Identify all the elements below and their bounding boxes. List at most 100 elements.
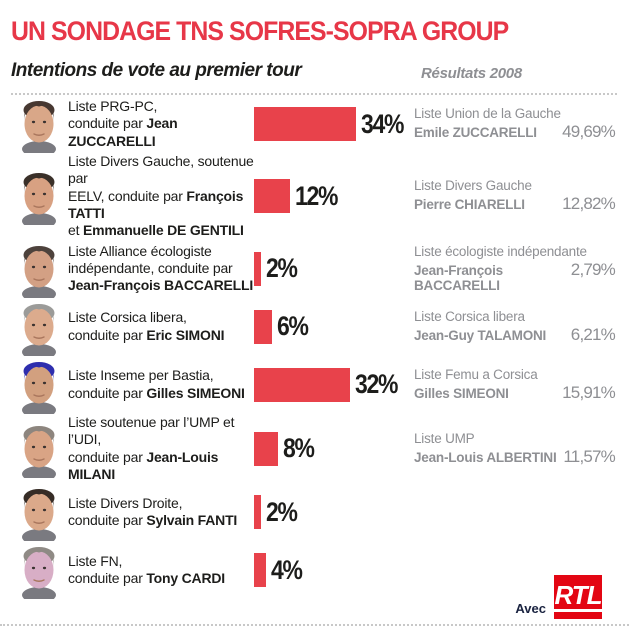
description-text: EELV, conduite par: [68, 187, 187, 204]
description-line: conduite par Gilles SIMEONI: [68, 385, 254, 402]
candidate-photo: [0, 541, 68, 600]
bar-zone: 6%: [254, 309, 414, 344]
poll-row: Liste FN, conduite par Tony CARDI 4%: [0, 541, 629, 600]
result-candidate-name: Emile ZUCCARELLI: [414, 125, 537, 140]
result-percentage: 12,82%: [562, 194, 616, 214]
description-line: Liste Corsica libera,: [68, 309, 254, 326]
vote-percentage: 34%: [361, 108, 404, 139]
poll-row: Liste Divers Droite, conduite par Sylvain…: [0, 483, 629, 542]
bar-zone: 12%: [254, 179, 414, 214]
result-percentage: 6,21%: [570, 324, 616, 344]
result-2008: Liste Union de la Gauche Emile ZUCCARELLI…: [414, 106, 629, 142]
description-line: Liste soutenue par l’UMP et l’UDI,: [68, 414, 254, 449]
candidate-description: Liste Corsica libera, conduite par Eric S…: [68, 309, 254, 344]
result-name-value-line: Jean-Louis ALBERTINI 11,57%: [414, 447, 616, 467]
portrait-photo-icon: [22, 361, 56, 414]
vote-bar: [254, 431, 278, 466]
description-text: Liste Divers Gauche, soutenue par: [68, 153, 254, 187]
description-text: Liste Corsica libera,: [68, 309, 187, 326]
description-text: indépendante, conduite par: [68, 260, 233, 277]
candidate-name: Tony CARDI: [146, 570, 225, 587]
description-line: Liste FN,: [68, 553, 254, 570]
candidate-name: François TATTI: [68, 187, 244, 222]
result-name-value-line: Jean-Guy TALAMONI 6,21%: [414, 324, 616, 345]
vote-percentage: 2%: [266, 253, 298, 284]
result-list-label: Liste Corsica libera: [414, 308, 525, 324]
candidate-photo: [0, 420, 68, 478]
candidate-description: Liste Divers Droite, conduite par Sylvain…: [68, 495, 254, 530]
candidate-name: Jean-François BACCARELLI: [68, 277, 254, 294]
vote-percentage: 8%: [283, 433, 315, 464]
candidate-photo: [0, 167, 68, 226]
vote-bar: [254, 251, 261, 286]
candidate-description: Liste soutenue par l’UMP et l’UDI, condui…: [68, 414, 254, 483]
description-line: conduite par Jean-Louis MILANI: [68, 449, 254, 484]
candidate-description: Liste Inseme per Bastia, conduite par Gil…: [68, 367, 254, 402]
subtitle-row: Intentions de vote au premier tour Résul…: [11, 60, 617, 95]
result-candidate-name: Jean-François BACCARELLI: [414, 263, 503, 294]
portrait-photo-icon: [22, 425, 56, 478]
candidate-name: Emmanuelle DE GENTILI: [82, 222, 244, 239]
vote-percentage: 12%: [295, 180, 338, 211]
description-text: conduite par: [68, 512, 147, 529]
candidate-name: Eric SIMONI: [146, 326, 225, 343]
description-line: Liste Divers Gauche, soutenue par: [68, 153, 254, 188]
description-line: et Emmanuelle DE GENTILI: [68, 222, 254, 239]
bar-zone: 34%: [254, 107, 414, 141]
candidate-photo: [0, 240, 68, 298]
description-text: Liste soutenue par l’UMP et l’UDI,: [68, 413, 235, 448]
vote-bar: [254, 553, 266, 588]
candidate-name: Jean ZUCCARELLI: [68, 115, 178, 149]
result-percentage: 15,91%: [562, 382, 616, 402]
candidate-name: Gilles SIMEONI: [146, 384, 245, 401]
vote-bar: [254, 367, 350, 402]
vote-bar: [254, 179, 290, 214]
result-percentage: 2,79%: [570, 260, 616, 280]
result-name-value-line: Gilles SIMEONI 15,91%: [414, 382, 616, 403]
result-2008: Liste écologiste indépendante Jean-Franço…: [414, 244, 629, 293]
candidate-photo: [0, 483, 68, 542]
poll-row: Liste PRG-PC, conduite par Jean ZUCCARELL…: [0, 95, 629, 153]
vote-bar: [254, 495, 261, 530]
header: UN SONDAGE TNS SOFRES-SOPRA GROUP Intent…: [0, 0, 629, 95]
description-line: Jean-François BACCARELLI: [68, 277, 254, 294]
result-list-label: Liste Femu a Corsica: [414, 366, 538, 382]
description-line: EELV, conduite par François TATTI: [68, 188, 254, 223]
poll-row: Liste Corsica libera, conduite par Eric S…: [0, 298, 629, 356]
description-text: Liste FN,: [68, 552, 123, 569]
footer: Avec RTL: [515, 575, 603, 619]
result-2008: Liste UMP Jean-Louis ALBERTINI 11,57%: [414, 431, 629, 467]
result-2008: Liste Divers Gauche Pierre CHIARELLI 12,82…: [414, 178, 629, 214]
description-line: Liste Divers Droite,: [68, 495, 254, 512]
description-text: Liste PRG-PC,: [68, 97, 158, 114]
subtitle-intentions: Intentions de vote au premier tour: [11, 60, 302, 81]
description-text: et: [68, 222, 83, 239]
subtitle-resultats-2008: Résultats 2008: [421, 65, 522, 82]
description-line: conduite par Tony CARDI: [68, 570, 254, 587]
description-line: Liste PRG-PC,: [68, 98, 254, 115]
bar-zone: 32%: [254, 367, 414, 402]
bar-zone: 4%: [254, 553, 414, 588]
poll-row: Liste Inseme per Bastia, conduite par Gil…: [0, 356, 629, 414]
page-title: UN SONDAGE TNS SOFRES-SOPRA GROUP: [11, 16, 509, 46]
portrait-photo-icon: [22, 101, 56, 153]
candidate-photo: [0, 356, 68, 414]
result-list-label: Liste UMP: [414, 430, 475, 446]
description-text: Liste Alliance écologiste: [68, 242, 212, 259]
rtl-logo-icon: RTL: [553, 575, 603, 619]
description-text: conduite par: [68, 384, 147, 401]
candidate-description: Liste Alliance écologiste indépendante, c…: [68, 243, 254, 295]
description-text: Liste Inseme per Bastia,: [68, 367, 214, 384]
result-candidate-name: Jean-Guy TALAMONI: [414, 327, 547, 343]
portrait-photo-icon: [22, 245, 56, 298]
result-name-value-line: Jean-François BACCARELLI 2,79%: [414, 260, 616, 294]
portrait-photo-icon: [22, 303, 56, 356]
description-line: Liste Alliance écologiste: [68, 243, 254, 260]
poll-row: Liste Alliance écologiste indépendante, c…: [0, 240, 629, 298]
poll-row: Liste Divers Gauche, soutenue par EELV, c…: [0, 153, 629, 240]
result-candidate-name: Jean-Louis ALBERTINI: [414, 449, 557, 465]
poll-row: Liste soutenue par l’UMP et l’UDI, condui…: [0, 414, 629, 483]
candidate-photo: [0, 298, 68, 356]
bar-zone: 2%: [254, 495, 414, 530]
